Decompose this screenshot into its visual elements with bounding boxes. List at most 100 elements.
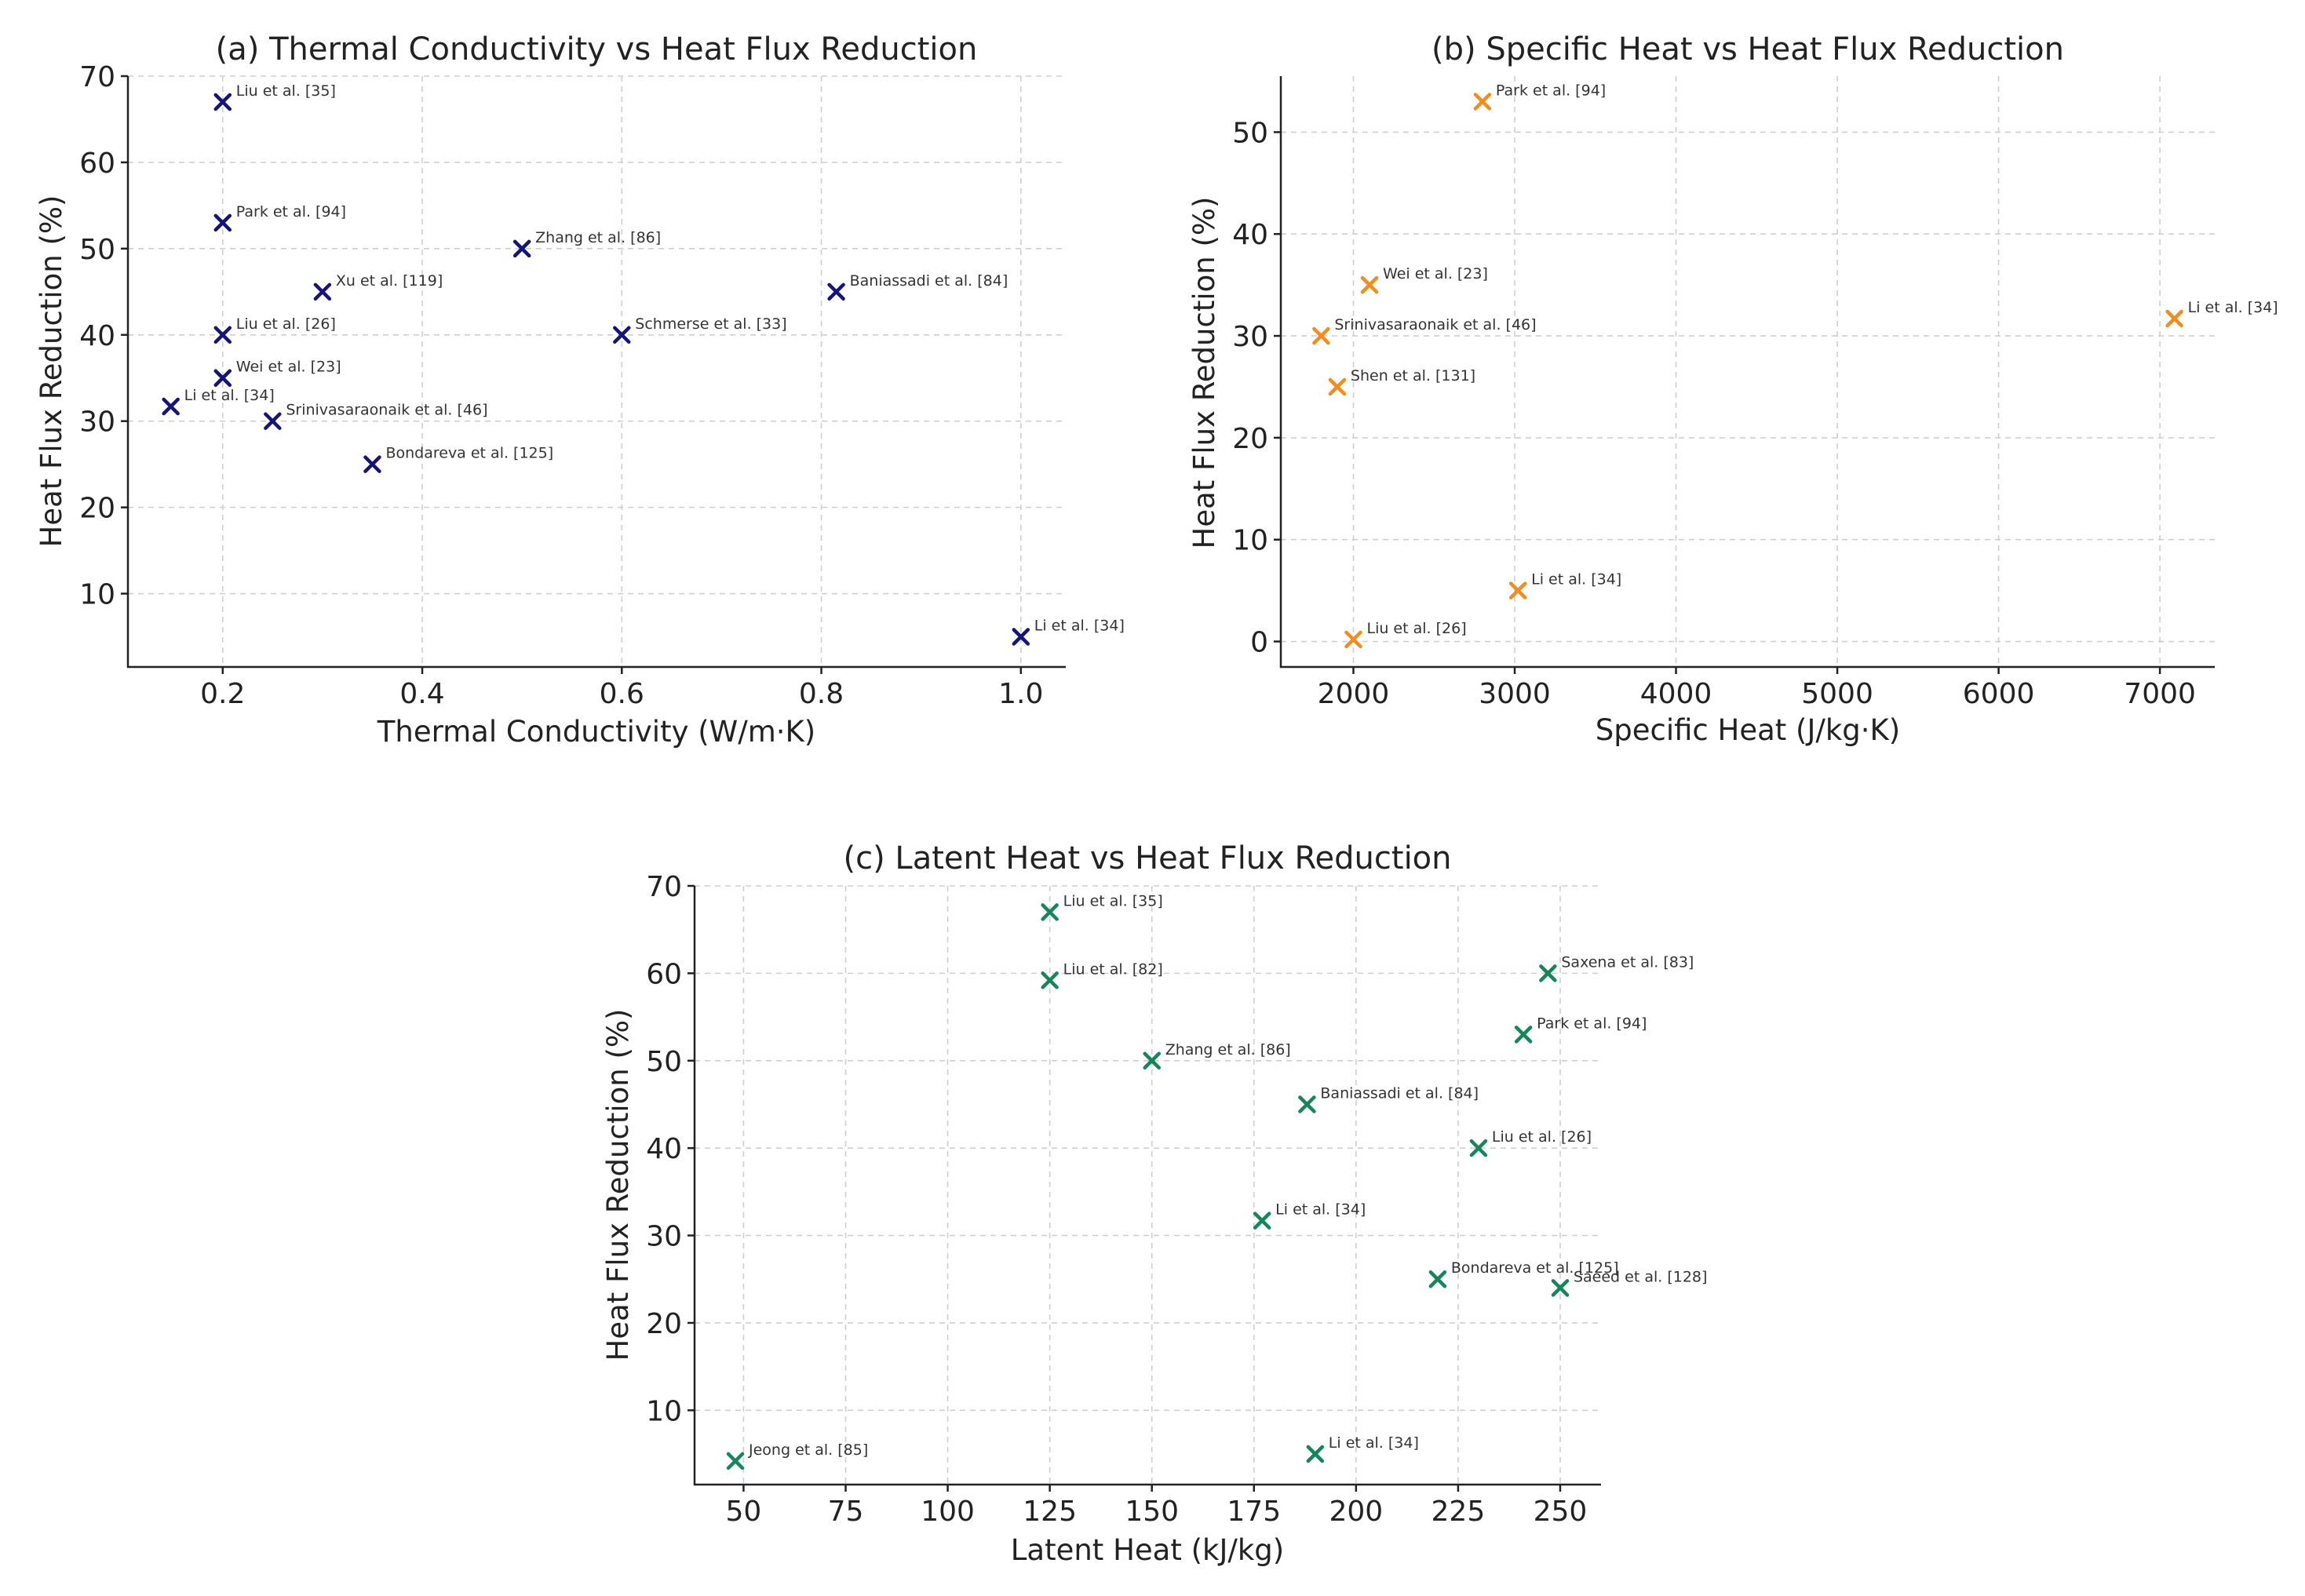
chart-c-ytick-label: 40 bbox=[646, 1133, 682, 1165]
chart-b-point: Liu et al. [26] bbox=[1344, 620, 1467, 649]
chart-a: (a) Thermal Conductivity vs Heat Flux Re… bbox=[35, 31, 1125, 749]
chart-c-xtick-label: 150 bbox=[1125, 1496, 1179, 1528]
chart-a-xtick-label: 0.4 bbox=[399, 678, 444, 710]
chart-c-point: Li et al. [34] bbox=[1306, 1434, 1419, 1463]
chart-c-xtick-label: 175 bbox=[1227, 1496, 1281, 1528]
chart-b-xlabel: Specific Heat (J/kg·K) bbox=[1596, 713, 1900, 747]
chart-a-point: Srinivasaraonaik et al. [46] bbox=[264, 402, 488, 430]
chart-a-point-label: Bondareva et al. [125] bbox=[385, 445, 553, 462]
chart-c-point-marker bbox=[1551, 1279, 1570, 1297]
chart-a-point-label: Baniassadi et al. [84] bbox=[850, 272, 1008, 290]
chart-a-ytick-label: 60 bbox=[79, 148, 115, 180]
chart-c-point-label: Saxena et al. [83] bbox=[1561, 953, 1694, 971]
chart-c-grid bbox=[695, 885, 1601, 1485]
chart-b-point-label: Li et al. [34] bbox=[1531, 571, 1621, 588]
chart-b-ytick-label: 20 bbox=[1232, 423, 1268, 455]
chart-c-point: Liu et al. [26] bbox=[1469, 1128, 1592, 1157]
chart-c-point-marker bbox=[1539, 964, 1557, 982]
chart-b-xtick-label: 5000 bbox=[1801, 678, 1873, 710]
chart-a-ytick-label: 10 bbox=[79, 579, 115, 611]
chart-c-point-marker bbox=[1428, 1270, 1447, 1288]
chart-c-point-marker bbox=[1143, 1051, 1161, 1070]
chart-c-point-marker bbox=[1253, 1212, 1271, 1230]
chart-a-point-label: Liu et al. [35] bbox=[236, 82, 336, 100]
chart-a-point-label: Park et al. [94] bbox=[236, 203, 346, 220]
chart-c-ytick-label: 30 bbox=[646, 1221, 682, 1253]
chart-a-title: (a) Thermal Conductivity vs Heat Flux Re… bbox=[216, 31, 978, 67]
chart-a-point-label: Srinivasaraonaik et al. [46] bbox=[286, 402, 487, 419]
chart-a-xtick-label: 0.2 bbox=[200, 678, 245, 710]
chart-a-point-marker bbox=[213, 369, 232, 387]
chart-c-point-marker bbox=[1306, 1445, 1325, 1463]
chart-b-ytick-label: 40 bbox=[1232, 219, 1268, 251]
chart-c-xtick-label: 225 bbox=[1432, 1496, 1486, 1528]
chart-b-point-label: Shen et al. [131] bbox=[1351, 367, 1475, 384]
chart-a-xtick-label: 0.8 bbox=[799, 678, 844, 710]
chart-c-xtick-label: 250 bbox=[1534, 1496, 1588, 1528]
chart-a-point-label: Li et al. [34] bbox=[184, 387, 275, 404]
chart-a-point: Li et al. [34] bbox=[1012, 618, 1125, 646]
chart-a-points: Liu et al. [35] Park et al. [94] Zhang et … bbox=[162, 82, 1125, 646]
chart-a-axes bbox=[126, 76, 1066, 669]
chart-b-point-label: Park et al. [94] bbox=[1496, 82, 1606, 99]
chart-c-point: Saeed et al. [128] bbox=[1551, 1268, 1707, 1297]
chart-c-point-label: Park et al. [94] bbox=[1537, 1015, 1647, 1032]
chart-c-xlabel: Latent Heat (kJ/kg) bbox=[1011, 1533, 1284, 1567]
chart-a-xtick-label: 0.6 bbox=[600, 678, 644, 710]
chart-c-point: Li et al. [34] bbox=[1253, 1201, 1366, 1230]
chart-b-xtick-label: 7000 bbox=[2124, 678, 2196, 710]
chart-b-point: Park et al. [94] bbox=[1473, 82, 1606, 111]
chart-b-point-label: Srinivasaraonaik et al. [46] bbox=[1334, 316, 1536, 333]
chart-b-xtick-label: 4000 bbox=[1640, 678, 1712, 710]
chart-c-point-marker bbox=[1469, 1139, 1488, 1157]
chart-c-xtick-label: 100 bbox=[921, 1496, 975, 1528]
chart-b-point: Li et al. [34] bbox=[2165, 299, 2278, 328]
chart-a-point-marker bbox=[213, 213, 232, 232]
chart-a-point: Park et al. [94] bbox=[213, 203, 346, 232]
chart-a-point-marker bbox=[613, 326, 631, 344]
chart-c-point: Zhang et al. [86] bbox=[1143, 1041, 1291, 1070]
chart-b-grid bbox=[1281, 76, 2215, 667]
chart-c: (c) Latent Heat vs Heat Flux Reduction 5… bbox=[601, 840, 1707, 1567]
chart-b-ytick-label: 0 bbox=[1250, 627, 1268, 659]
chart-a-point-label: Xu et al. [119] bbox=[336, 272, 443, 290]
chart-a-point-marker bbox=[213, 93, 232, 111]
chart-a-point-label: Zhang et al. [86] bbox=[535, 229, 661, 246]
chart-b-ytick-label: 30 bbox=[1232, 321, 1268, 353]
chart-a-point-marker bbox=[1012, 628, 1030, 646]
chart-c-point: Liu et al. [82] bbox=[1041, 960, 1163, 989]
chart-a-point: Wei et al. [23] bbox=[213, 359, 341, 387]
chart-c-point-marker bbox=[1514, 1026, 1533, 1044]
chart-c-point-label: Liu et al. [35] bbox=[1063, 892, 1163, 909]
chart-b-point-marker bbox=[1312, 326, 1330, 345]
chart-c-point: Jeong et al. [85] bbox=[726, 1441, 868, 1470]
chart-a-grid bbox=[128, 75, 1066, 667]
chart-c-point: Baniassadi et al. [84] bbox=[1298, 1084, 1479, 1113]
chart-b-point: Shen et al. [131] bbox=[1328, 367, 1475, 396]
chart-a-ytick-label: 40 bbox=[79, 320, 115, 352]
chart-c-point-marker bbox=[1041, 903, 1059, 921]
chart-a-point: Bondareva et al. [125] bbox=[363, 445, 553, 473]
chart-b-point-marker bbox=[2165, 309, 2183, 328]
chart-c-ytick-label: 10 bbox=[646, 1395, 682, 1427]
chart-a-point-marker bbox=[213, 326, 232, 344]
chart-a-point-marker bbox=[313, 282, 332, 301]
chart-a-point-label: Liu et al. [26] bbox=[236, 315, 336, 333]
chart-c-point-label: Jeong et al. [85] bbox=[748, 1441, 868, 1459]
chart-b-ytick-label: 50 bbox=[1232, 117, 1268, 149]
chart-c-xtick-label: 200 bbox=[1329, 1496, 1383, 1528]
chart-a-point-label: Li et al. [34] bbox=[1034, 618, 1125, 635]
chart-b-ticks: 2000 3000 4000 5000 6000 7000 0 10 20 30 40 50 bbox=[1232, 117, 2196, 710]
chart-c-point-label: Liu et al. [82] bbox=[1063, 960, 1163, 978]
chart-a-ytick-label: 30 bbox=[79, 406, 115, 439]
chart-b-point-label: Liu et al. [26] bbox=[1366, 620, 1466, 637]
chart-c-point-marker bbox=[1041, 971, 1059, 989]
chart-b-points: Park et al. [94] Wei et al. [23] Li et al.… bbox=[1312, 82, 2278, 649]
chart-c-points: Liu et al. [35] Liu et al. [82] Saxena et … bbox=[726, 892, 1707, 1470]
chart-a-point-marker bbox=[162, 397, 180, 416]
chart-c-axes bbox=[693, 886, 1601, 1486]
chart-b-point: Wei et al. [23] bbox=[1360, 265, 1488, 294]
chart-c-point-label: Zhang et al. [86] bbox=[1165, 1041, 1291, 1059]
chart-c-point: Saxena et al. [83] bbox=[1539, 953, 1694, 982]
